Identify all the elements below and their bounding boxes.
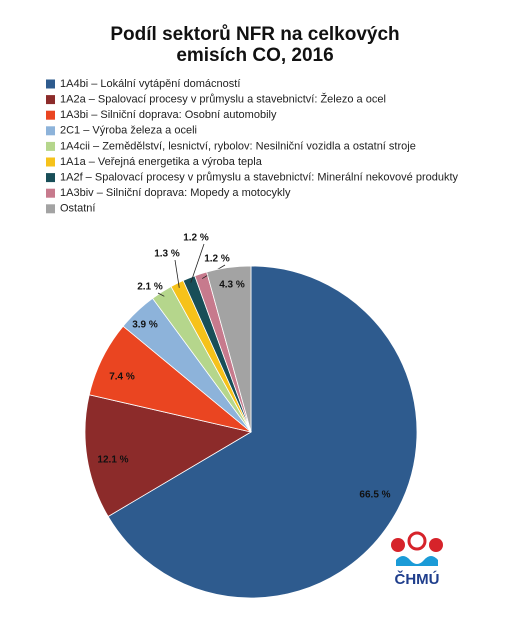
legend-swatch — [46, 79, 55, 89]
data-label: 4.3 % — [219, 280, 245, 291]
leader-line — [174, 259, 180, 288]
logo-text: ČHMÚ — [395, 570, 440, 588]
data-label: 3.9 % — [132, 320, 158, 331]
logo-shape — [429, 538, 443, 552]
logo-shape — [391, 538, 405, 552]
legend-swatch — [46, 204, 55, 214]
pie-slice — [107, 265, 418, 599]
legend-label: 1A2f – Spalovací procesy v průmyslu a st… — [60, 172, 459, 184]
logo-shape — [396, 556, 438, 566]
data-label: 7.4 % — [109, 372, 135, 383]
legend-label: 1A2a – Spalovací procesy v průmyslu a st… — [60, 93, 386, 106]
legend-label: 2C1 – Výroba železa a oceli — [60, 125, 197, 137]
legend-label: Ostatní — [60, 203, 95, 215]
data-label: 1.2 % — [183, 233, 209, 244]
legend-swatch — [46, 95, 55, 105]
legend-swatch — [46, 126, 55, 136]
data-label: 2.1 % — [137, 282, 163, 293]
logo-shape — [407, 531, 427, 551]
legend-swatch — [46, 173, 55, 183]
leader-line — [190, 243, 205, 283]
data-label: 1.2 % — [204, 254, 230, 265]
chart-title: Podíl sektorů NFR na celkových emisích C… — [110, 24, 400, 66]
legend-label: 1A1a – Veřejná energetika a výroba tepla — [60, 156, 263, 168]
legend-label: 1A4cii – Zemědělství, lesnictví, rybolov… — [60, 140, 416, 152]
pie-slice — [206, 265, 252, 433]
data-label: 12.1 % — [97, 455, 128, 466]
legend-label: 1A4bi – Lokální vytápění domácností — [60, 78, 240, 90]
legend-swatch — [46, 110, 55, 120]
leader-line — [157, 292, 165, 297]
legend-swatch — [46, 157, 55, 167]
legend-swatch — [46, 141, 55, 151]
data-label: 66.5 % — [359, 490, 390, 501]
legend-label: 1A3biv – Silniční doprava: Mopedy a moto… — [60, 187, 291, 199]
legend-swatch — [46, 188, 55, 198]
legend-label: 1A3bi – Silniční doprava: Osobní automob… — [60, 109, 277, 121]
logo: ČHMÚ — [391, 531, 443, 588]
data-label: 1.3 % — [154, 249, 180, 260]
pie-slice — [84, 394, 253, 518]
